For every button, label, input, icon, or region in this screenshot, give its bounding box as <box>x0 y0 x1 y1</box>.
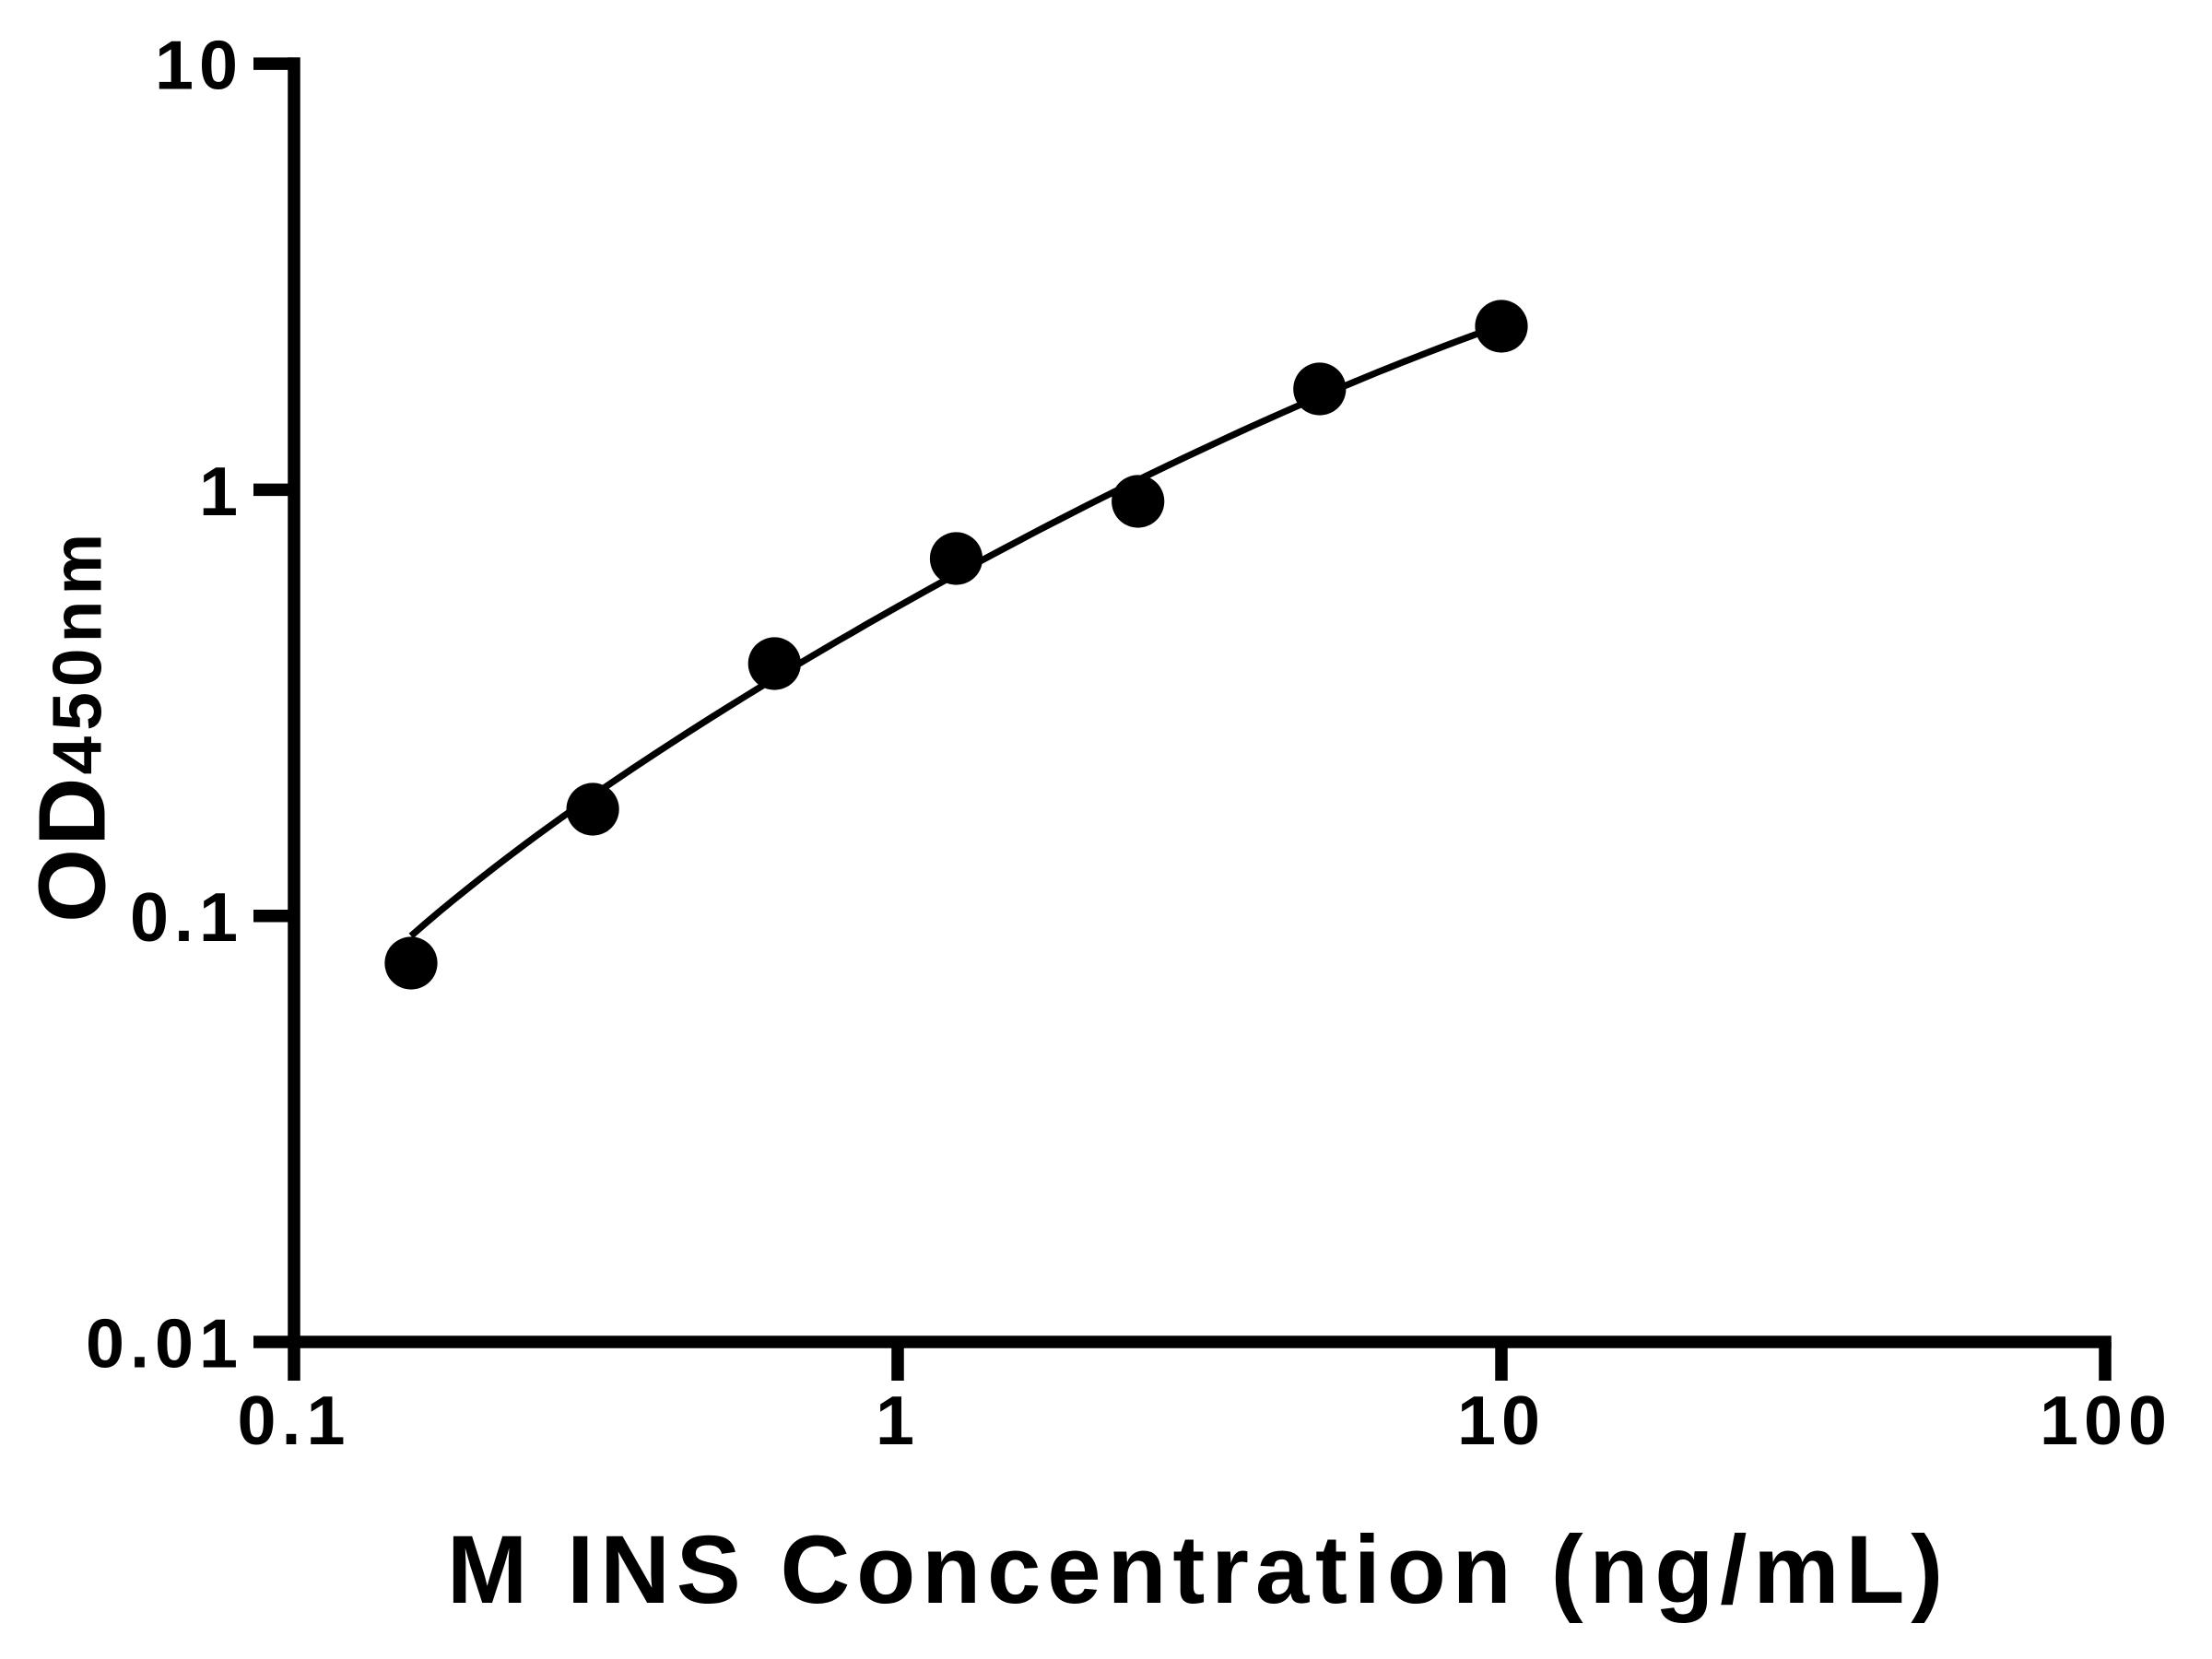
svg-text:10: 10 <box>155 27 243 104</box>
svg-text:0.01: 0.01 <box>86 1305 243 1382</box>
svg-text:10: 10 <box>1457 1382 1546 1459</box>
svg-text:1: 1 <box>199 453 243 530</box>
svg-text:M INS Concentration (ng/mL): M INS Concentration (ng/mL) <box>447 1516 1949 1624</box>
svg-text:1: 1 <box>876 1382 920 1459</box>
svg-text:0.1: 0.1 <box>130 878 243 956</box>
svg-text:100: 100 <box>2040 1382 2172 1459</box>
svg-text:0.1: 0.1 <box>238 1382 351 1459</box>
